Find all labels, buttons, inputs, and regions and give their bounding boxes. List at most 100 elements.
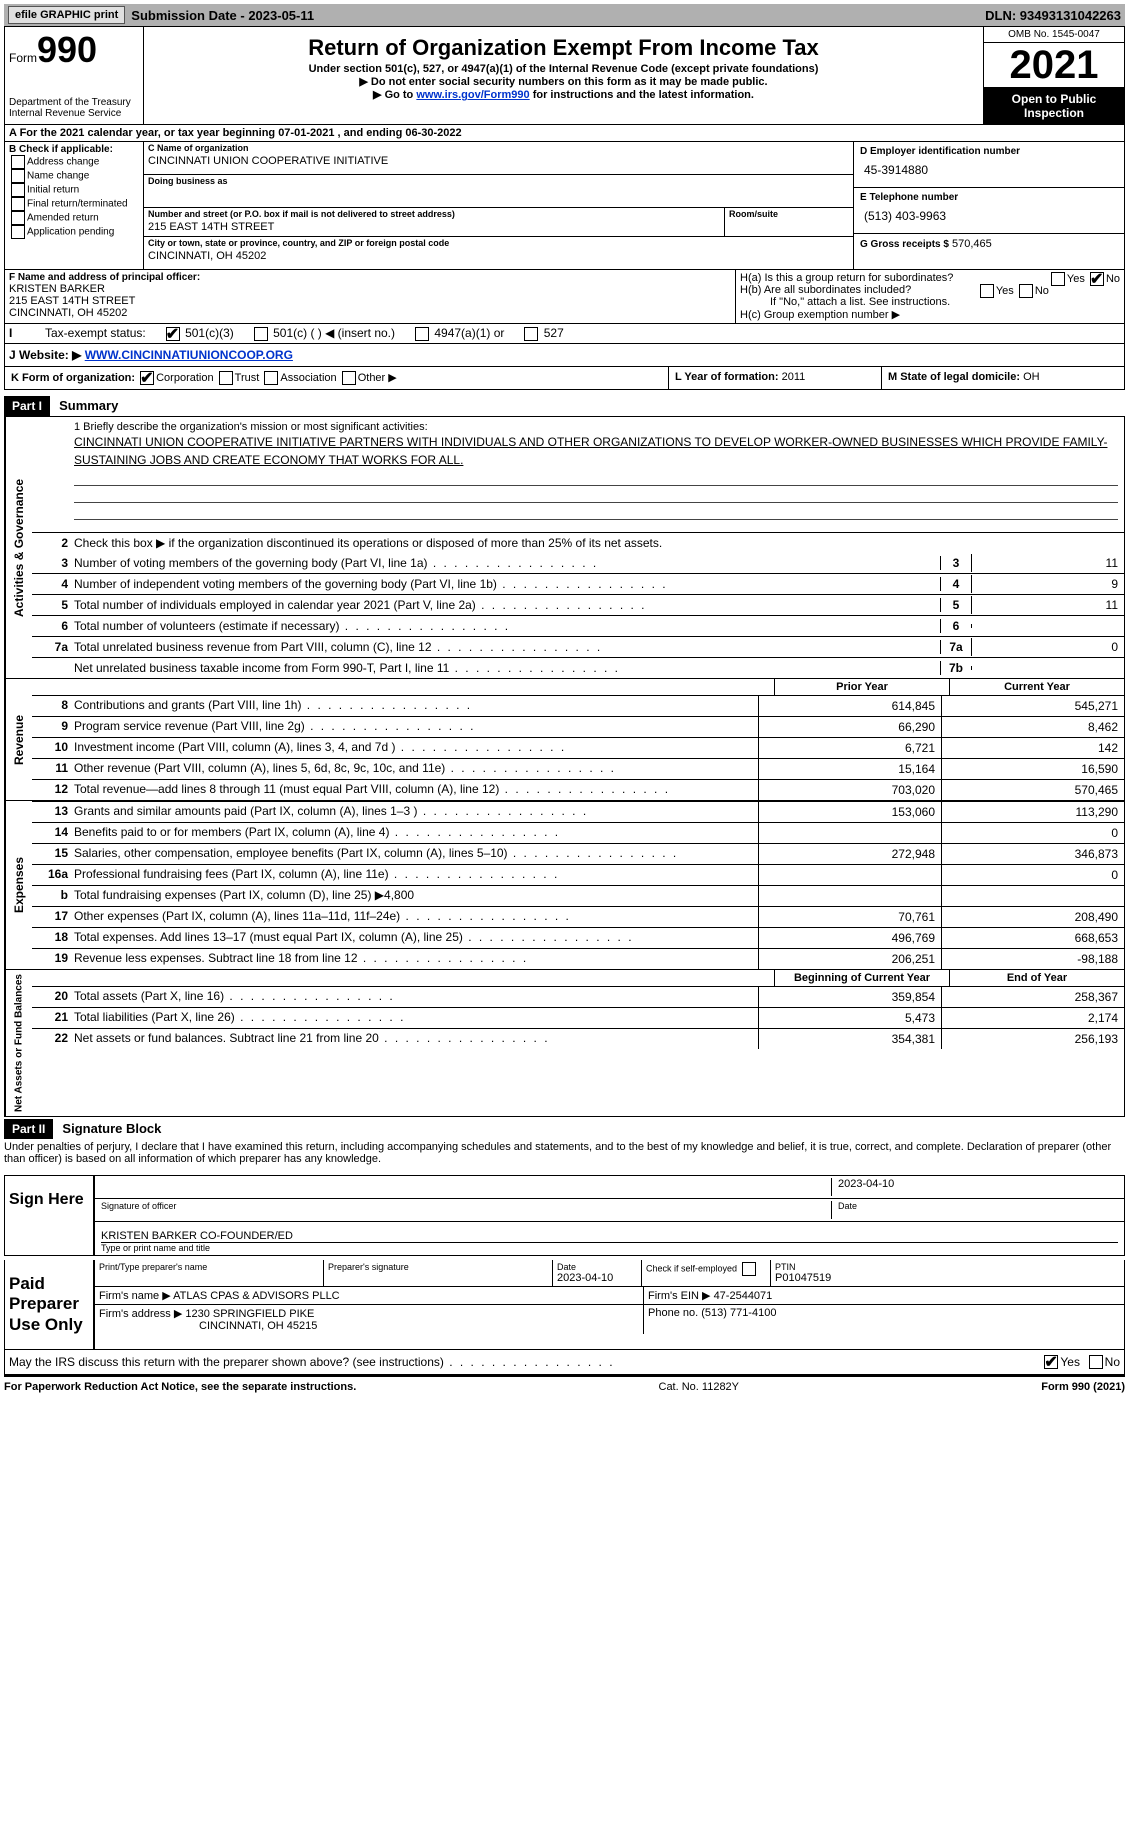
line-21: Total liabilities (Part X, line 26) bbox=[74, 1008, 758, 1028]
vtab-revenue: Revenue bbox=[5, 679, 32, 800]
street-cell: Number and street (or P.O. box if mail i… bbox=[144, 208, 853, 237]
ha-yes[interactable] bbox=[1051, 272, 1065, 286]
tax-year: 2021 bbox=[984, 43, 1124, 87]
phone: (513) 403-9963 bbox=[860, 203, 1118, 229]
open-to-public: Open to Public Inspection bbox=[984, 87, 1124, 124]
application-pending-check[interactable] bbox=[11, 225, 25, 239]
officer-name: KRISTEN BARKER bbox=[9, 283, 731, 295]
officer-street: 215 EAST 14TH STREET bbox=[9, 295, 731, 307]
line-11: Other revenue (Part VIII, column (A), li… bbox=[74, 759, 758, 779]
line-6: Total number of volunteers (estimate if … bbox=[74, 617, 940, 635]
tax-exempt-status-row: I Tax-exempt status: 501(c)(3) 501(c) ( … bbox=[4, 323, 1125, 344]
page-footer: For Paperwork Reduction Act Notice, see … bbox=[4, 1375, 1125, 1397]
line-7a: Total unrelated business revenue from Pa… bbox=[74, 638, 940, 656]
line-9: Program service revenue (Part VIII, line… bbox=[74, 717, 758, 737]
527-check[interactable] bbox=[524, 327, 538, 341]
city-cell: City or town, state or province, country… bbox=[144, 237, 853, 269]
name-change-check[interactable] bbox=[11, 169, 25, 183]
ein-cell: D Employer identification number 45-3914… bbox=[854, 142, 1124, 188]
vtab-activities: Activities & Governance bbox=[5, 417, 32, 678]
firm-ein: 47-2544071 bbox=[714, 1290, 773, 1302]
phone-cell: E Telephone number (513) 403-9963 bbox=[854, 188, 1124, 234]
form-number: Form990 bbox=[9, 29, 139, 71]
sign-here-block: Sign Here 2023-04-10 Signature of office… bbox=[4, 1175, 1125, 1256]
line-20: Total assets (Part X, line 16) bbox=[74, 987, 758, 1007]
org-name-cell: C Name of organization CINCINNATI UNION … bbox=[144, 142, 853, 175]
ha-no[interactable] bbox=[1090, 272, 1104, 286]
org-form-row: K Form of organization: Corporation Trus… bbox=[4, 367, 1125, 390]
attach-list-note: If "No," attach a list. See instructions… bbox=[740, 296, 1120, 308]
penalties-text: Under penalties of perjury, I declare th… bbox=[4, 1139, 1125, 1171]
hb-yes[interactable] bbox=[980, 284, 994, 298]
officer-group-block: F Name and address of principal officer:… bbox=[4, 269, 1125, 323]
line-17: Other expenses (Part IX, column (A), lin… bbox=[74, 907, 758, 927]
corp-check[interactable] bbox=[140, 371, 154, 385]
ptin: P01047519 bbox=[775, 1272, 1120, 1284]
current-year-hdr: Current Year bbox=[949, 679, 1124, 695]
dba-cell: Doing business as bbox=[144, 175, 853, 208]
line-14: Benefits paid to or for members (Part IX… bbox=[74, 823, 758, 843]
prior-year-hdr: Prior Year bbox=[774, 679, 949, 695]
line-b: Total fundraising expenses (Part IX, col… bbox=[74, 886, 758, 906]
sign-here-label: Sign Here bbox=[5, 1176, 93, 1255]
revenue-section: Revenue Prior YearCurrent Year 8Contribu… bbox=[4, 679, 1125, 801]
expenses-section: Expenses 13Grants and similar amounts pa… bbox=[4, 801, 1125, 970]
part2-title: Signature Block bbox=[56, 1118, 167, 1139]
mission-text: CINCINNATI UNION COOPERATIVE INITIATIVE … bbox=[74, 433, 1118, 469]
discuss-no[interactable] bbox=[1089, 1355, 1103, 1369]
discuss-row: May the IRS discuss this return with the… bbox=[4, 1350, 1125, 1375]
line-2: Check this box ▶ if the organization dis… bbox=[74, 534, 1124, 552]
line-15: Salaries, other compensation, employee b… bbox=[74, 844, 758, 864]
self-employed-check[interactable] bbox=[742, 1262, 756, 1276]
form990-link[interactable]: www.irs.gov/Form990 bbox=[416, 89, 529, 101]
part1-header: Part I bbox=[4, 396, 50, 416]
paid-preparer-block: Paid Preparer Use Only Print/Type prepar… bbox=[4, 1260, 1125, 1350]
net-assets-section: Net Assets or Fund Balances Beginning of… bbox=[4, 970, 1125, 1117]
line-13: Grants and similar amounts paid (Part IX… bbox=[74, 802, 758, 822]
hb-no[interactable] bbox=[1019, 284, 1033, 298]
officer-city: CINCINNATI, OH 45202 bbox=[9, 307, 731, 319]
line-5: Total number of individuals employed in … bbox=[74, 596, 940, 614]
firm-phone: (513) 771-4100 bbox=[701, 1307, 776, 1319]
line-10: Investment income (Part VIII, column (A)… bbox=[74, 738, 758, 758]
discuss-yes[interactable] bbox=[1044, 1355, 1058, 1369]
firm-name: ATLAS CPAS & ADVISORS PLLC bbox=[173, 1290, 340, 1302]
line-18: Total expenses. Add lines 13–17 (must eq… bbox=[74, 928, 758, 948]
line-16a: Professional fundraising fees (Part IX, … bbox=[74, 865, 758, 885]
gross-receipts: 570,465 bbox=[952, 238, 992, 250]
trust-check[interactable] bbox=[219, 371, 233, 385]
final-return-check[interactable] bbox=[11, 197, 25, 211]
line-8: Contributions and grants (Part VIII, lin… bbox=[74, 696, 758, 716]
submission-date: Submission Date - 2023-05-11 bbox=[131, 8, 314, 23]
4947-check[interactable] bbox=[415, 327, 429, 341]
501c3-check[interactable] bbox=[166, 327, 180, 341]
line-12: Total revenue—add lines 8 through 11 (mu… bbox=[74, 780, 758, 800]
org-name: CINCINNATI UNION COOPERATIVE INITIATIVE bbox=[148, 144, 849, 167]
line-3: Number of voting members of the governin… bbox=[74, 554, 940, 572]
vtab-expenses: Expenses bbox=[5, 801, 32, 969]
tax-year-row: A For the 2021 calendar year, or tax yea… bbox=[4, 125, 1125, 142]
other-check[interactable] bbox=[342, 371, 356, 385]
gross-receipts-cell: G Gross receipts $ 570,465 bbox=[854, 234, 1124, 254]
website-link[interactable]: WWW.CINCINNATIUNIONCOOP.ORG bbox=[85, 348, 293, 362]
address-change-check[interactable] bbox=[11, 155, 25, 169]
efile-print-button[interactable]: efile GRAPHIC print bbox=[8, 6, 125, 24]
identity-block: B Check if applicable: Address change Na… bbox=[4, 142, 1125, 269]
group-return-q: H(a) Is this a group return for subordin… bbox=[740, 272, 1120, 284]
begin-year-hdr: Beginning of Current Year bbox=[774, 970, 949, 986]
state-domicile: OH bbox=[1023, 371, 1040, 383]
officer-name-title: KRISTEN BARKER CO-FOUNDER/ED bbox=[101, 1230, 1118, 1242]
sign-date: 2023-04-10 bbox=[831, 1178, 1118, 1196]
subtitle-2: ▶ Do not enter social security numbers o… bbox=[148, 75, 979, 88]
501c-check[interactable] bbox=[254, 327, 268, 341]
line-4: Number of independent voting members of … bbox=[74, 575, 940, 593]
top-bar: efile GRAPHIC print Submission Date - 20… bbox=[4, 4, 1125, 26]
amended-return-check[interactable] bbox=[11, 211, 25, 225]
assoc-check[interactable] bbox=[264, 371, 278, 385]
vtab-netassets: Net Assets or Fund Balances bbox=[5, 970, 32, 1116]
initial-return-check[interactable] bbox=[11, 183, 25, 197]
subtitle-3: ▶ Go to www.irs.gov/Form990 for instruct… bbox=[148, 88, 979, 101]
mission-label: 1 Briefly describe the organization's mi… bbox=[74, 421, 1118, 433]
dln: DLN: 93493131042263 bbox=[985, 8, 1121, 23]
line-7b: Net unrelated business taxable income fr… bbox=[74, 659, 940, 677]
